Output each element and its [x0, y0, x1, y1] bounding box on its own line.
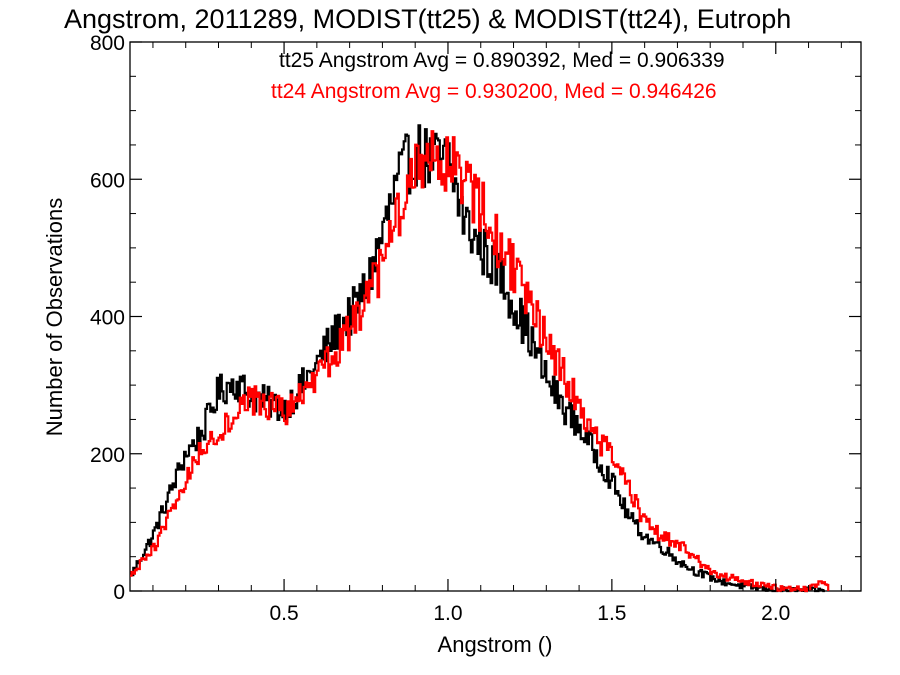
y-tick-label: 200 — [90, 444, 125, 467]
y-tick-label: 0 — [113, 581, 125, 604]
x-tick-label: 0.5 — [269, 602, 298, 625]
x-axis-ticks: 0.5 1.0 1.5 2.0 — [152, 42, 842, 625]
series-tt25-line — [130, 124, 825, 593]
x-axis-label: Angstrom () — [438, 632, 553, 657]
y-tick-label: 800 — [90, 32, 125, 55]
y-tick-label: 400 — [90, 307, 125, 330]
legend-tt25: tt25 Angstrom Avg = 0.890392, Med = 0.90… — [279, 49, 725, 72]
y-tick-label: 600 — [90, 169, 125, 192]
x-tick-label: 1.5 — [597, 602, 626, 625]
plot-area — [129, 41, 862, 592]
series-tt24-line — [130, 130, 830, 593]
series-layer — [130, 124, 830, 593]
chart-title: Angstrom, 2011289, MODIST(tt25) & MODIST… — [64, 4, 791, 34]
plot-frame — [129, 41, 862, 592]
x-tick-label: 1.0 — [433, 602, 462, 625]
x-tick-label: 2.0 — [761, 602, 790, 625]
legend-tt24: tt24 Angstrom Avg = 0.930200, Med = 0.94… — [271, 80, 717, 103]
y-axis-ticks: 0 200 400 600 800 — [90, 32, 861, 604]
y-axis-label: Number of Observations — [42, 198, 67, 436]
